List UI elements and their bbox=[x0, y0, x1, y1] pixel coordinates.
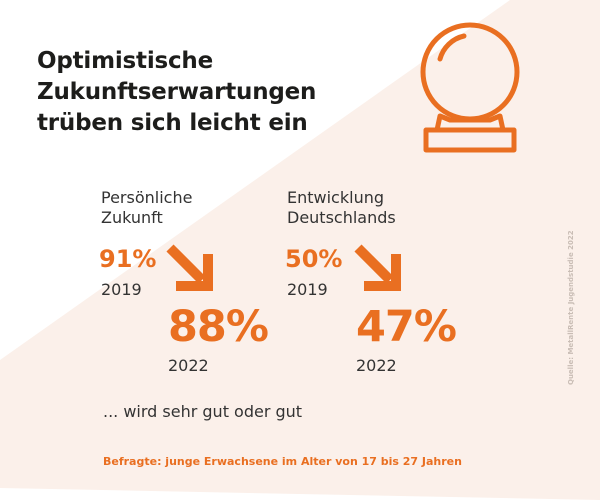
arrow-down-right-icon bbox=[166, 244, 213, 291]
stat-year-after: 2022 bbox=[356, 356, 397, 375]
stat-year-before: 2019 bbox=[287, 280, 328, 299]
source-label: Quelle: MetallRente Jugendstudie 2022 bbox=[567, 230, 575, 385]
stat-heading: Persönliche Zukunft bbox=[101, 188, 193, 227]
stat-heading: Entwicklung Deutschlands bbox=[287, 188, 396, 227]
arrow-down-right-icon bbox=[354, 244, 401, 291]
crystal-ball-icon bbox=[420, 22, 520, 153]
stat-year-after: 2022 bbox=[168, 356, 209, 375]
stat-value-after: 88% bbox=[168, 302, 269, 352]
footnote: ... wird sehr gut oder gut bbox=[103, 402, 303, 421]
stat-year-before: 2019 bbox=[101, 280, 142, 299]
stat-value-after: 47% bbox=[356, 302, 457, 352]
page-title: Optimistische Zukunftserwartungen trüben… bbox=[37, 48, 317, 136]
respondents-note: Befragte: junge Erwachsene im Alter von … bbox=[103, 455, 462, 468]
stat-value-before: 50% bbox=[285, 245, 343, 273]
stat-value-before: 91% bbox=[99, 245, 157, 273]
